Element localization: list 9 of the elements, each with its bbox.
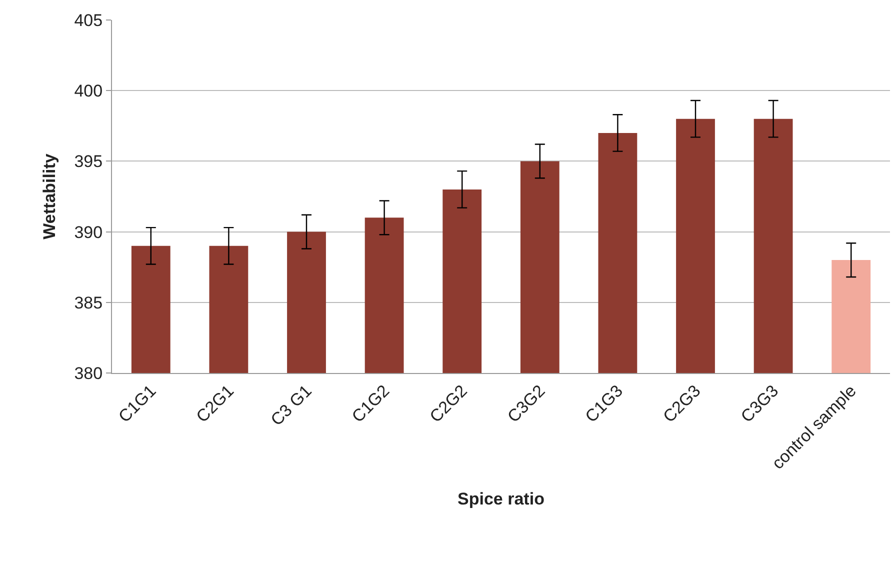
y-axis-title: Wettability (40, 153, 59, 240)
y-tick-label: 390 (74, 222, 103, 242)
y-tick-label: 385 (74, 293, 103, 312)
y-tick-label: 395 (74, 152, 103, 172)
y-tick-label: 400 (74, 82, 103, 101)
x-axis-title: Spice ratio (458, 489, 544, 508)
y-tick-label: 405 (74, 10, 103, 30)
x-tick-label: C3 G1 (267, 381, 316, 430)
y-tick-label: 380 (74, 364, 103, 383)
